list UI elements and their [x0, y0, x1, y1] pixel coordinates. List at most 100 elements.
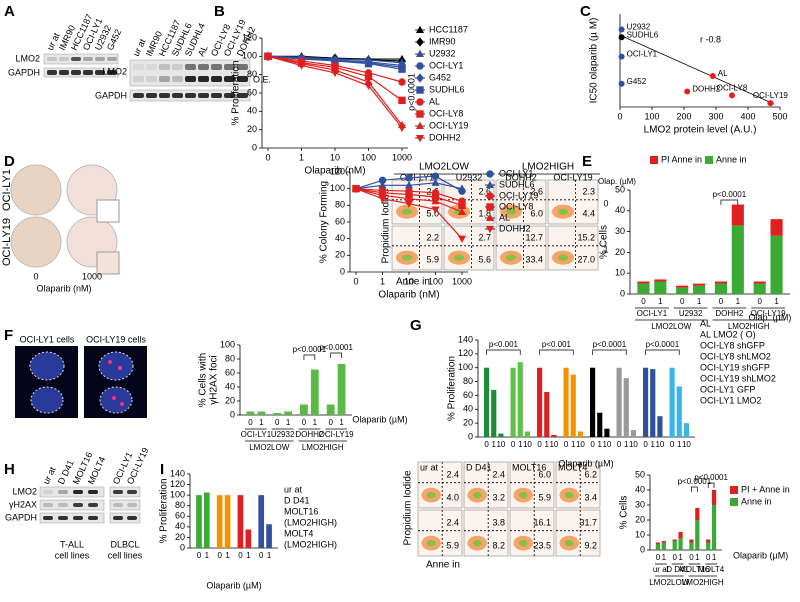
bar — [706, 539, 711, 543]
legend-marker — [416, 98, 424, 106]
band — [211, 93, 222, 98]
flow-value: 1.8 — [478, 209, 491, 219]
flow-cluster — [506, 208, 516, 215]
bar — [257, 411, 266, 415]
band — [211, 64, 222, 70]
x-tick-label: 1000 — [452, 276, 472, 286]
x-tick-label: 10 — [629, 440, 638, 449]
bar — [544, 391, 550, 437]
bar — [196, 495, 202, 548]
flow-value: 8.2 — [492, 540, 505, 550]
x-tick-label: 1 — [571, 440, 576, 449]
x-tick-label: 10 — [655, 440, 664, 449]
x-tick-label: 10 — [576, 440, 585, 449]
bar — [517, 362, 523, 437]
flow-value: 2.2 — [426, 233, 439, 243]
y-tick-label: 40 — [247, 106, 257, 116]
x-tick-label: 1 — [299, 152, 304, 162]
flow-value: 16.1 — [533, 517, 551, 527]
bar — [510, 367, 516, 437]
band — [237, 76, 248, 82]
x-tick-label: 0 — [680, 297, 685, 306]
legend-label: AL — [700, 318, 711, 328]
band — [73, 516, 83, 520]
row-label: γH2AX — [9, 499, 37, 509]
marker — [431, 196, 440, 205]
dose-label: 0 — [603, 198, 608, 208]
x-tick-label: 0 — [484, 440, 489, 449]
x-tick-label: 400 — [740, 111, 755, 121]
marker — [404, 200, 414, 208]
legend-label: OCI-LY8 shLMO2 — [700, 351, 771, 361]
flow-value: 3.4 — [584, 492, 597, 502]
marker — [431, 172, 440, 180]
annotation: p<0.0001 — [694, 473, 728, 482]
x-tick-label: 0 — [511, 440, 516, 449]
annotation: p<0.0001 — [646, 340, 680, 349]
y-tick-label: 20 — [175, 532, 185, 542]
y-tick-label: 60 — [225, 367, 235, 377]
x-tick-label: 1 — [380, 276, 385, 286]
point-label: U2932 — [627, 23, 651, 32]
x-tick-label: 1 — [518, 440, 523, 449]
bar — [637, 281, 650, 284]
marker — [378, 195, 387, 203]
flow-value: 23.5 — [533, 540, 551, 550]
y-tick-label: 100 — [170, 490, 185, 500]
lane-label: AL — [196, 44, 210, 58]
x-tick-label: 0 — [672, 553, 677, 562]
bar — [237, 495, 244, 548]
marker — [364, 82, 373, 90]
bar — [551, 434, 557, 437]
band — [95, 57, 105, 61]
bar — [657, 416, 663, 437]
x-tick-label: 1 — [313, 418, 318, 427]
group-label: U2932 — [271, 430, 295, 439]
band — [159, 76, 170, 82]
band — [172, 76, 183, 82]
point-label: OCI-LY1 — [627, 50, 658, 59]
y-tick-label: 20 — [615, 247, 625, 257]
nucleus — [30, 386, 64, 414]
marker — [458, 201, 466, 210]
annotation: r -0.8 — [700, 34, 721, 44]
y-tick-label: 40 — [335, 233, 345, 243]
bracket — [303, 354, 316, 360]
y-tick-label: 20 — [335, 250, 345, 260]
legend-label: OCI-LY19 — [429, 120, 468, 130]
point-label: DOHH2 — [692, 85, 721, 94]
x-tick-label: 0 — [706, 553, 711, 562]
group-label: DLBCL — [110, 539, 139, 549]
x-axis-label: Olap. (µM) — [749, 312, 792, 322]
legend-marker — [415, 25, 425, 34]
marker — [431, 206, 440, 214]
y-tick-label: 80 — [247, 69, 257, 79]
legend-label: AL — [429, 96, 440, 106]
y-tick-label: 0 — [620, 288, 625, 298]
legend-label: OCI-LY8 shGFP — [700, 340, 765, 350]
nucleus — [98, 351, 134, 381]
legend-marker — [416, 86, 424, 94]
bar — [689, 539, 694, 543]
legend-label: DOHH2 — [499, 223, 531, 233]
point — [618, 80, 625, 87]
band — [185, 64, 196, 70]
x-axis-label: LMO2 protein level (A.U.) — [644, 125, 757, 136]
legend-label: SUDHL6 — [429, 84, 465, 94]
x-tick-label: 300 — [708, 111, 723, 121]
focus — [108, 360, 112, 364]
x-tick-label: 0 — [353, 276, 358, 286]
bar — [604, 428, 610, 437]
bar — [284, 411, 292, 415]
flow-cluster — [564, 491, 574, 499]
bar — [753, 283, 766, 294]
y-tick-label: 100 — [458, 362, 473, 372]
bracket — [720, 199, 739, 205]
x-tick-label: 0 — [617, 111, 622, 121]
x-axis-label: Olaparib (µM) — [733, 550, 788, 560]
annotation: p<0.0001 — [293, 345, 327, 354]
bar — [326, 404, 335, 415]
annotation: p<0.0001 — [593, 340, 627, 349]
band — [47, 57, 57, 61]
group-label: DOHH2 — [715, 309, 744, 318]
